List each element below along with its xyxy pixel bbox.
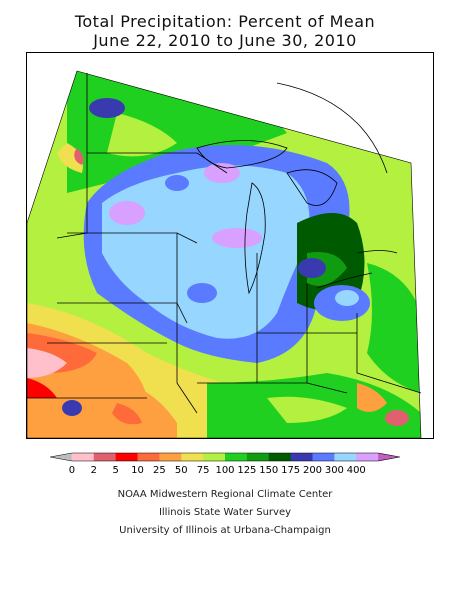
legend-frame [49,452,401,462]
legend-swatch [225,453,248,461]
legend-swatch [203,453,226,461]
legend-swatch [93,453,117,461]
precipitation-map [26,52,434,439]
legend-swatch [246,453,270,461]
legend-swatch [71,453,95,461]
legend-label: 200 [303,465,322,476]
legend-swatch [312,453,335,461]
credit-line-2: Illinois State Water Survey [158,507,292,518]
legend-swatch [115,453,138,461]
color-legend: 0 2 5 10 25 50 75 100 125 150 175 200 300 400 [40,451,410,481]
great-lakes [196,82,398,295]
legend-swatch [334,453,357,461]
legend-swatch [356,453,379,461]
legend-label: 75 [197,465,210,476]
credit-line-1: NOAA Midwestern Regional Climate Center [117,489,333,500]
legend-label: 50 [175,465,188,476]
map-title: Total Precipitation: Percent of Mean [74,12,376,31]
legend-swatch [290,453,313,461]
legend-label: 300 [325,465,344,476]
legend-label: 10 [131,465,144,476]
legend-label: 25 [153,465,166,476]
legend-label: 100 [215,465,234,476]
data-region-outline [27,70,422,438]
legend-label: 5 [112,465,118,476]
legend-swatch [159,453,182,461]
legend-label: 400 [347,465,366,476]
map-date-range: June 22, 2010 to June 30, 2010 [93,31,357,50]
state-boundaries [27,73,422,414]
precip-field [27,71,421,438]
legend-swatch [378,453,400,461]
legend-label: 150 [259,465,278,476]
legend-swatch [50,453,72,461]
legend-label: 175 [281,465,300,476]
legend-swatch [268,453,292,461]
credit-line-3: University of Illinois at Urbana-Champai… [119,525,331,536]
legend-swatch [181,453,204,461]
legend-swatch [137,453,160,461]
legend-label: 0 [69,465,75,476]
legend-label: 125 [237,465,256,476]
legend-label: 2 [91,465,97,476]
